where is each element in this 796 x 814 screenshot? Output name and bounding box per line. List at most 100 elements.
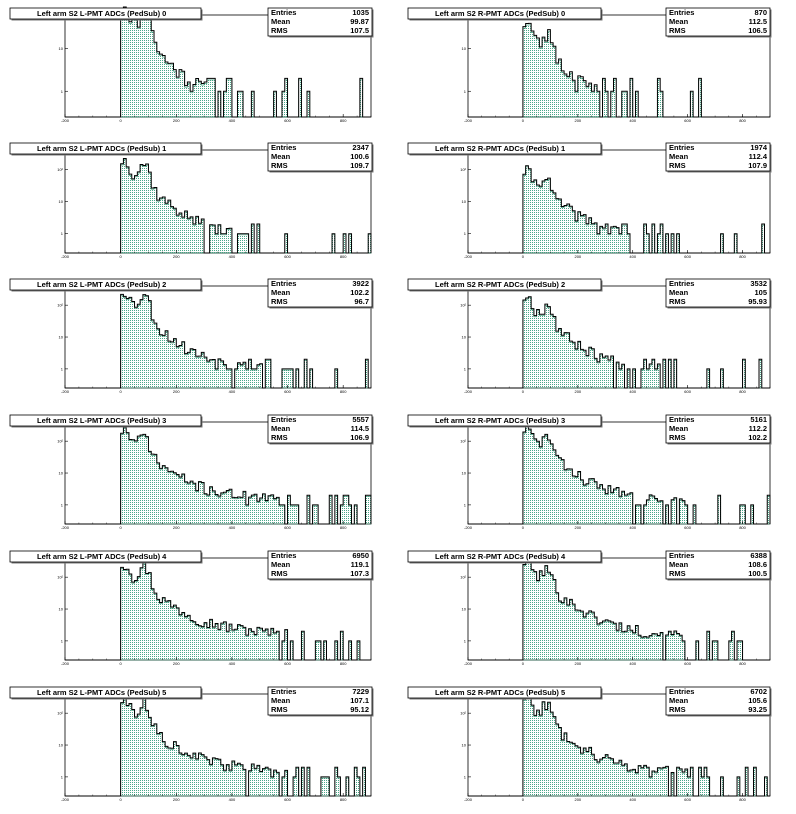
stats-value: 7229 [352,687,369,696]
y-tick-label: 1 [464,502,467,507]
stats-value: 102.2 [350,288,369,297]
y-tick-label: 10² [460,167,466,172]
stats-value: 99.87 [350,17,369,26]
histogram-panel: -200 0 200 400 600 800 1 10 10² Left arm S2 R-PMT… [407,686,772,802]
histogram-panel: -200 0 200 400 600 800 1 10 Left arm S2 R-PMT AD… [407,7,772,123]
stats-label: Entries [669,687,694,696]
stats-value: 114.5 [351,424,369,433]
title-box [407,686,602,699]
x-tick-label: -200 [61,661,70,666]
stats-value: 106.5 [748,26,767,35]
y-tick-label: 1 [61,231,64,236]
histogram-title: Left arm S2 R-PMT ADCs (PedSub) 2 [435,280,565,289]
primary-histogram [65,6,371,118]
x-tick-label: 0 [120,254,123,259]
stats-label: Mean [669,696,689,705]
y-tick-label: 1 [464,89,467,94]
x-tick-label: -200 [61,389,70,394]
stats-label: Mean [669,17,689,26]
stats-value: 3922 [352,279,369,288]
x-tick-label: 800 [340,118,347,123]
histogram-title: Left arm S2 R-PMT ADCs (PedSub) 4 [435,552,566,561]
stats-label: Entries [669,415,694,424]
title-box [9,142,202,155]
stats-box [665,142,771,172]
x-tick-label: 600 [284,389,291,394]
histogram-panel: -200 0 200 400 600 800 1 10 10² Left arm S2 L-PMT… [9,686,374,802]
primary-histogram [65,293,371,389]
title-box [9,7,202,20]
histogram-panel: -200 0 200 400 600 800 1 10 10² Left arm S2 R-PMT… [407,142,772,259]
x-tick-label: 400 [229,661,236,666]
stats-label: RMS [271,26,288,35]
x-tick-label: -200 [61,254,70,259]
x-tick-label: 400 [629,525,636,530]
x-tick-label: 800 [739,797,746,802]
x-tick-label: 0 [522,118,525,123]
histogram-title: Left arm S2 R-PMT ADCs (PedSub) 0 [435,9,565,18]
stats-box [665,414,771,444]
x-tick-label: 0 [120,797,123,802]
primary-histogram [65,562,371,661]
x-tick-label: 800 [739,525,746,530]
stats-label: RMS [271,161,288,170]
x-tick-label: 600 [684,661,691,666]
stats-value: 109.7 [350,161,369,170]
y-tick-label: 10 [462,199,467,204]
x-tick-label: 0 [522,254,525,259]
title-box [407,414,602,427]
histogram-panel: -200 0 200 400 600 800 1 10 10² Left arm S2 L-PMT… [9,278,374,394]
histogram-title: Left arm S2 R-PMT ADCs (PedSub) 5 [435,688,565,697]
x-tick-label: -200 [464,389,473,394]
stats-label: RMS [271,433,288,442]
stats-label: Mean [271,696,291,705]
stats-label: RMS [669,433,686,442]
primary-histogram [468,558,770,661]
y-tick-label: 1 [464,366,467,371]
stats-label: Mean [669,152,689,161]
stats-label: Mean [271,560,291,569]
x-tick-label: -200 [464,661,473,666]
x-tick-label: 0 [522,661,525,666]
stats-box [665,686,771,716]
x-tick-label: 200 [173,118,180,123]
y-tick-label: 10² [57,575,63,580]
x-tick-label: 800 [340,661,347,666]
y-tick-label: 10 [59,335,64,340]
x-tick-label: 600 [284,797,291,802]
x-tick-label: 200 [574,525,581,530]
x-tick-label: 600 [684,254,691,259]
stats-label: Mean [271,17,291,26]
y-tick-label: 10² [57,167,63,172]
stats-label: Entries [669,8,694,17]
histogram-panel: -200 0 200 400 600 800 1 10 Left arm S2 L-PMT AD… [9,6,374,123]
stats-label: Mean [271,152,291,161]
stats-value: 870 [754,8,767,17]
stats-label: RMS [669,26,686,35]
x-tick-label: 200 [173,254,180,259]
y-tick-label: 10² [460,439,466,444]
stats-value: 107.5 [350,26,369,35]
x-tick-label: 400 [629,254,636,259]
x-tick-label: 400 [229,797,236,802]
x-tick-label: 0 [120,389,123,394]
histogram-panel: -200 0 200 400 600 800 1 10 10² Left arm S2 R-PMT… [407,550,772,666]
stats-value: 6702 [750,687,767,696]
y-tick-label: 10 [462,743,467,748]
stats-box [267,7,373,37]
x-tick-label: 800 [340,389,347,394]
stats-value: 108.6 [748,560,767,569]
x-tick-label: 0 [120,525,123,530]
y-tick-label: 10 [59,471,64,476]
histogram-title: Left arm S2 L-PMT ADCs (PedSub) 4 [37,552,167,561]
primary-histogram [468,692,770,797]
primary-histogram [65,158,372,254]
stats-value: 112.5 [749,17,767,26]
y-tick-label: 1 [61,366,64,371]
y-tick-label: 10² [57,711,63,716]
x-tick-label: 200 [173,525,180,530]
stats-value: 6388 [750,551,767,560]
y-tick-label: 10 [59,607,64,612]
stats-label: Entries [271,415,296,424]
